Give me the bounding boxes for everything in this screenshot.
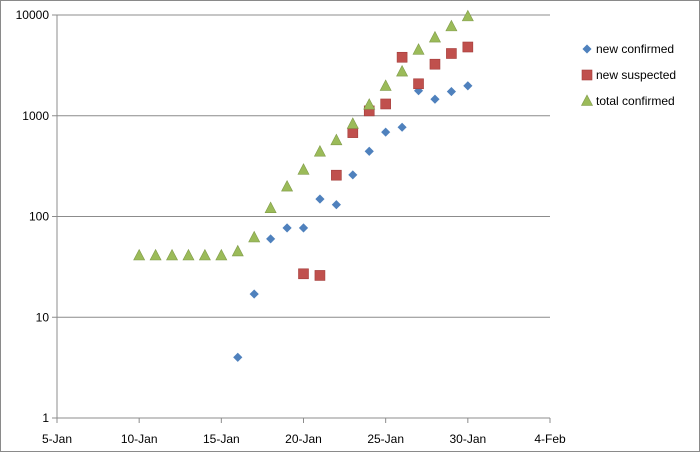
new-confirmed-legend-marker — [581, 43, 593, 55]
new-suspected-point — [396, 51, 408, 63]
total-confirmed-point — [248, 230, 261, 243]
total-confirmed-point — [198, 248, 211, 261]
new-confirmed-point — [363, 145, 375, 157]
total-confirmed-legend-marker — [581, 94, 593, 106]
total-confirmed-point — [281, 179, 294, 192]
new-suspected-point — [413, 78, 424, 90]
total-confirmed-point — [379, 79, 392, 91]
x-axis-tick-labels: 5-Jan 10-Jan 15-Jan 20-Jan 25-Jan 30-Jan 4-Feb — [42, 432, 566, 446]
total-confirmed-point — [428, 30, 441, 43]
total-confirmed-point — [330, 133, 343, 146]
total-confirmed-point — [297, 163, 310, 175]
x-tick-label: 4-Feb — [534, 432, 566, 446]
legend-label-total-confirmed: total confirmed — [596, 94, 675, 108]
new-suspected-point — [331, 169, 342, 181]
data-points — [133, 9, 474, 363]
x-tick-label: 30-Jan — [449, 432, 486, 446]
new-suspected-point — [446, 48, 457, 59]
total-confirmed-point — [264, 201, 277, 213]
x-tick-label: 5-Jan — [42, 432, 72, 446]
x-tick-label: 15-Jan — [203, 432, 240, 446]
total-confirmed-point — [149, 248, 162, 261]
new-suspected-point — [298, 268, 309, 280]
new-confirmed-point — [281, 222, 293, 234]
new-confirmed-point — [330, 199, 342, 211]
new-suspected-point — [314, 270, 326, 281]
x-tick-label: 20-Jan — [285, 432, 322, 446]
new-suspected-point — [380, 98, 391, 110]
new-suspected-point — [462, 41, 474, 53]
y-tick-label: 10000 — [16, 8, 50, 22]
new-confirmed-point — [232, 351, 244, 363]
x-tick-label: 10-Jan — [121, 432, 158, 446]
x-tick-label: 25-Jan — [367, 432, 404, 446]
new-confirmed-point — [265, 233, 277, 245]
y-tick-label: 100 — [29, 210, 49, 224]
total-confirmed-point — [346, 117, 359, 129]
legend: new confirmed new suspected total confirme… — [581, 42, 676, 108]
total-confirmed-point — [363, 98, 376, 110]
total-confirmed-point — [412, 43, 425, 55]
total-confirmed-point — [133, 248, 146, 261]
new-suspected-point — [429, 58, 441, 70]
new-confirmed-point — [462, 80, 474, 92]
new-confirmed-point — [298, 222, 309, 234]
new-confirmed-point — [396, 121, 408, 133]
y-tick-label: 1000 — [22, 109, 49, 123]
new-confirmed-point — [347, 169, 359, 181]
total-confirmed-point — [215, 248, 228, 261]
total-confirmed-point — [231, 244, 244, 257]
grid-lines — [57, 14, 550, 318]
total-confirmed-point — [182, 248, 195, 261]
legend-label-new-confirmed: new confirmed — [596, 42, 674, 56]
total-confirmed-point — [313, 145, 326, 157]
total-confirmed-point — [461, 9, 474, 22]
y-tick-label: 1 — [42, 411, 49, 425]
legend-label-new-suspected: new suspected — [596, 68, 676, 82]
new-confirmed-point — [314, 193, 326, 205]
y-tick-label: 10 — [36, 310, 50, 324]
new-confirmed-point — [429, 93, 441, 105]
y-axis-tick-labels: 1 10 100 1000 10000 — [16, 8, 50, 425]
new-confirmed-point — [445, 86, 457, 98]
total-confirmed-point — [166, 248, 179, 261]
new-confirmed-point — [380, 126, 392, 138]
new-confirmed-point — [248, 288, 260, 300]
new-suspected-legend-marker — [581, 69, 593, 81]
total-confirmed-point — [445, 19, 458, 32]
new-suspected-point — [347, 127, 359, 138]
axes — [52, 14, 551, 423]
total-confirmed-point — [396, 64, 409, 77]
